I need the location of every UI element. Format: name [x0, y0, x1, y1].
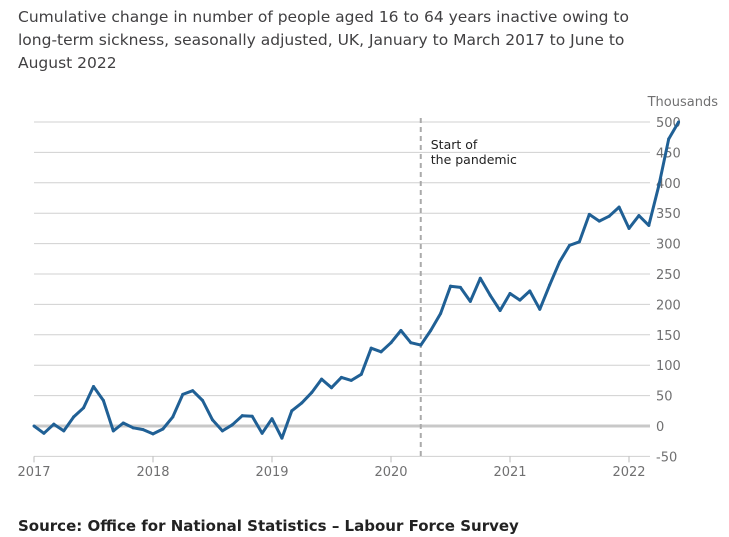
y-tick-label: 100: [656, 359, 681, 374]
data-point: [627, 226, 631, 230]
data-point: [339, 375, 343, 379]
data-point: [201, 398, 205, 402]
data-point: [211, 418, 214, 422]
data-point: [409, 341, 413, 345]
data-point: [52, 422, 56, 426]
data-point: [161, 427, 165, 431]
data-point: [587, 212, 591, 216]
data-point: [181, 392, 185, 396]
line-chart: -50501001502002503003504004505000Thousan…: [17, 95, 719, 480]
y-tick-label: 0: [656, 420, 664, 435]
data-point: [151, 432, 155, 436]
data-point: [498, 308, 502, 312]
data-point: [667, 137, 671, 141]
annotation-line2: the pandemic: [431, 152, 517, 167]
data-point: [330, 386, 333, 390]
data-point: [270, 417, 274, 421]
y-tick-label: 150: [656, 329, 681, 344]
y-tick-label: 350: [656, 207, 681, 222]
data-point: [458, 285, 462, 289]
data-point: [439, 312, 443, 316]
data-point: [141, 428, 145, 432]
data-point: [617, 205, 621, 209]
data-point: [280, 436, 284, 440]
y-tick-label: 200: [656, 298, 681, 313]
data-point: [637, 214, 641, 218]
data-point: [300, 401, 304, 405]
data-point: [468, 299, 472, 303]
data-point: [677, 120, 681, 124]
data-point: [171, 415, 175, 419]
data-point: [101, 398, 105, 402]
data-point: [419, 343, 423, 347]
x-tick-label: 2017: [17, 465, 50, 480]
y-tick-label: 450: [656, 146, 681, 161]
data-point: [488, 293, 492, 297]
data-point: [359, 372, 363, 376]
data-point: [62, 429, 66, 433]
data-point: [131, 426, 135, 430]
data-point: [320, 377, 324, 381]
x-tick-label: 2021: [493, 465, 526, 480]
data-point: [32, 424, 36, 428]
data-point: [240, 414, 244, 418]
x-tick-label: 2022: [612, 465, 645, 480]
data-point: [597, 219, 601, 223]
data-point: [657, 184, 661, 188]
y-tick-label: 300: [656, 238, 681, 253]
data-point: [568, 243, 571, 247]
data-point: [82, 406, 86, 410]
data-point: [558, 260, 562, 264]
y-tick-label: 50: [656, 390, 673, 405]
y-axis-unit: Thousands: [647, 95, 719, 110]
data-point: [220, 429, 224, 433]
data-point: [310, 391, 314, 395]
data-series-line: [33, 121, 680, 440]
y-tick-label: -50: [656, 450, 677, 465]
data-point: [369, 346, 373, 350]
data-point: [111, 429, 115, 433]
data-point: [121, 421, 125, 425]
data-point: [42, 431, 46, 435]
data-point: [379, 350, 383, 354]
data-point: [389, 341, 393, 345]
data-point: [191, 389, 195, 393]
x-tick-label: 2018: [136, 465, 169, 480]
data-point: [478, 276, 482, 280]
x-tick-label: 2019: [255, 465, 288, 480]
x-tick-label: 2020: [374, 465, 407, 480]
data-point: [577, 240, 581, 244]
data-point: [647, 223, 651, 227]
annotation-line1: Start of: [431, 137, 478, 152]
data-point: [399, 329, 403, 333]
data-point: [528, 289, 532, 293]
data-point: [250, 414, 254, 418]
data-point: [349, 378, 353, 382]
data-point: [230, 423, 234, 427]
data-point: [449, 284, 452, 288]
y-tick-label: 250: [656, 268, 681, 283]
data-point: [607, 214, 611, 218]
data-point: [518, 298, 522, 302]
y-tick-label: 400: [656, 177, 681, 192]
data-point: [290, 409, 294, 413]
data-point: [538, 307, 542, 311]
data-point: [508, 291, 512, 295]
data-point: [548, 283, 552, 287]
data-point: [429, 329, 433, 333]
data-point: [260, 431, 264, 435]
source-note: Source: Office for National Statistics –…: [18, 517, 519, 535]
data-point: [72, 415, 76, 419]
chart-title: Cumulative change in number of people ag…: [18, 8, 629, 72]
data-point: [92, 384, 95, 388]
